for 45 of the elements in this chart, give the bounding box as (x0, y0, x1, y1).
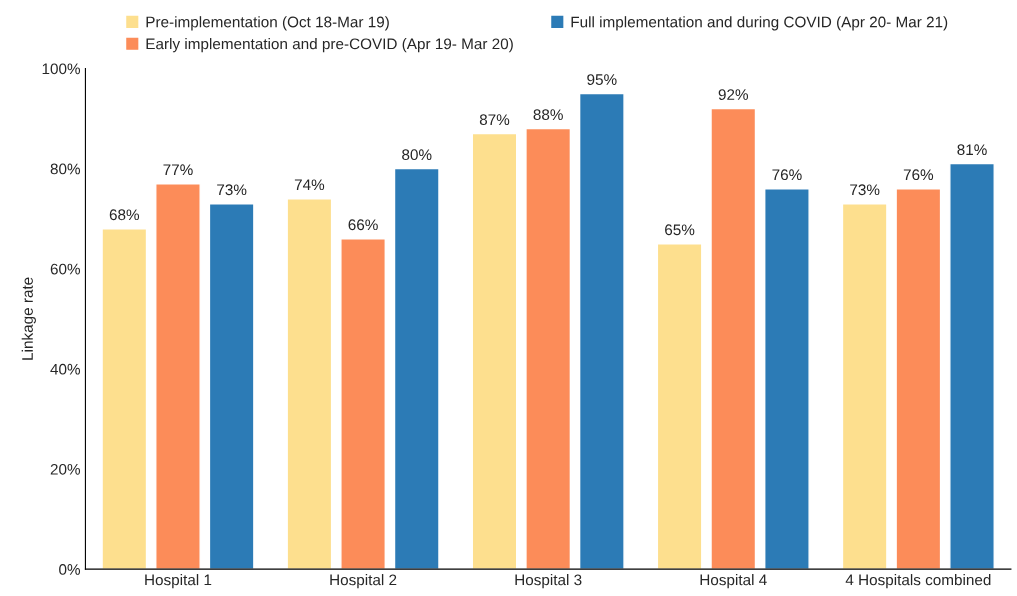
data-label: 73% (217, 184, 247, 196)
y-tick-label: 80% (50, 163, 81, 175)
y-tick-label: 0% (59, 564, 81, 575)
x-tick-label: Hospital 4 (700, 574, 767, 589)
data-label: 95% (587, 74, 617, 85)
bar (656, 243, 703, 570)
data-label: 68% (109, 209, 140, 221)
bar (895, 187, 942, 570)
bar (949, 162, 995, 570)
y-tick-label: 100% (42, 63, 81, 75)
bar (101, 228, 148, 570)
data-label: 66% (348, 219, 378, 231)
legend-label: Full implementation and during COVID (Apr 20- Mar 21) (571, 16, 948, 31)
bar (208, 203, 255, 570)
bar (525, 127, 572, 570)
data-label: 65% (665, 224, 695, 236)
data-label: 76% (903, 169, 934, 181)
legend-label: Early implementation and pre-COVID (Apr 19- Mar 20) (146, 38, 513, 53)
x-tick-label: 4 Hospitals combined (845, 574, 991, 589)
y-axis-title: Linkage rate (21, 277, 36, 360)
bar (340, 238, 386, 570)
data-label: 92% (718, 89, 748, 101)
bar (471, 132, 518, 570)
bar (764, 187, 810, 570)
y-tick-label: 60% (50, 263, 81, 275)
bar (841, 203, 888, 570)
bar (155, 182, 201, 570)
data-label: 81% (957, 144, 987, 156)
data-label: 74% (294, 179, 325, 191)
data-label: 76% (772, 169, 802, 181)
bar (393, 167, 440, 570)
data-label: 80% (402, 149, 432, 161)
legend-label: Pre-implementation (Oct 18-Mar 19) (146, 16, 389, 31)
bar (710, 107, 757, 570)
data-label: 88% (533, 109, 563, 121)
data-label: 73% (850, 184, 880, 196)
data-label: 77% (163, 164, 193, 176)
bar (578, 92, 625, 570)
y-tick-label: 20% (50, 463, 81, 475)
x-tick-label: Hospital 2 (330, 574, 397, 589)
y-tick-label: 40% (50, 363, 81, 375)
x-tick-label: Hospital 3 (515, 574, 582, 589)
bar (286, 198, 333, 570)
x-tick-label: Hospital 1 (145, 574, 212, 589)
data-label: 87% (479, 114, 510, 126)
